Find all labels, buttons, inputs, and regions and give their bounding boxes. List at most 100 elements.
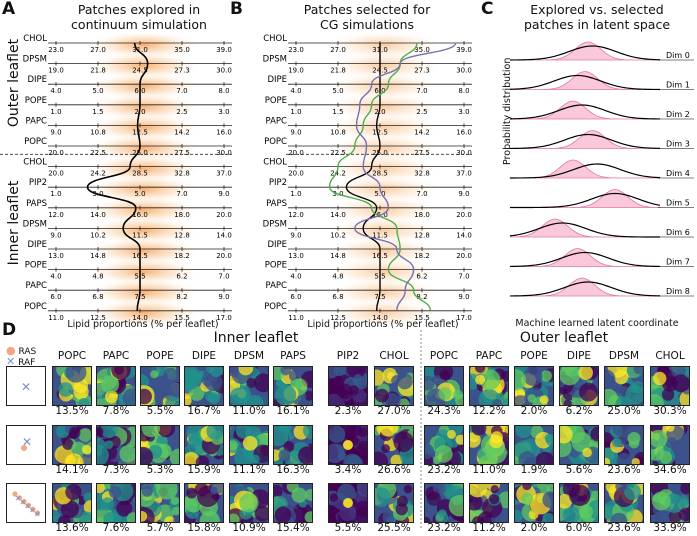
panel-d-percentage: 34.6%: [653, 464, 687, 476]
panel-d-heatmap-tile: [229, 425, 269, 465]
panel-a-tick-label: 39.0: [216, 46, 232, 54]
legend-raf-label: RAF: [18, 358, 36, 368]
panel-b-tick-label: 9.0: [290, 128, 301, 136]
panel-b-row-label: DPSM: [263, 55, 287, 65]
panel-d-heatmap-tile: [140, 483, 180, 523]
panel-d-heatmap-tile: [184, 483, 224, 523]
panel-b-density-glow: [325, 72, 442, 101]
panel-b-tick-label: 17.0: [456, 314, 472, 322]
panel-a-tick-label: 8.0: [218, 87, 229, 95]
panel-c-dim-label: Dim 3: [666, 140, 690, 149]
panel-b-tick-label: 2.5: [416, 108, 427, 116]
panel-b-series-purple: [354, 42, 457, 311]
ras-dot-icon: ●: [6, 344, 16, 357]
panel-a-tick-label: 4.8: [92, 273, 103, 281]
panel-a-tick-label: 5.0: [134, 190, 145, 198]
panel-b-density-glow: [325, 51, 442, 80]
svg-text:✕: ✕: [19, 498, 26, 507]
panel-b-tick-label: 30.0: [456, 67, 472, 75]
panel-b-tick-label: 10.2: [330, 231, 346, 239]
panel-b-tick-label: 6.2: [416, 273, 427, 281]
panel-a-tick-label: 16.0: [216, 128, 232, 136]
panel-d-complex-icon: ✕ ✕ ✕ ✕ ✕: [6, 483, 46, 523]
panel-b-density-glow: [325, 195, 442, 224]
panel-b-tick-label: 7.0: [416, 87, 427, 95]
panel-d-percentage: 24.3%: [427, 405, 461, 417]
panel-b-tick-label: 7.0: [458, 273, 469, 281]
panel-c-ylabel: Probability distribution: [502, 57, 513, 165]
panel-b-tick-label: 8.2: [416, 293, 427, 301]
panel-a-density-glow: [85, 195, 202, 224]
panel-a-tick-label: 16.0: [132, 211, 148, 219]
panel-d-percentage: 14.1%: [55, 464, 89, 476]
panel-d-heatmap-tile: [424, 483, 464, 523]
panel-d-column-header: DIPE: [566, 350, 592, 362]
panel-d-column-header: PAPC: [102, 350, 130, 362]
panel-a-tick-label: 10.8: [90, 128, 106, 136]
panel-d-percentage: 6.0%: [565, 522, 593, 534]
panel-c-dim-label: Dim 7: [666, 258, 690, 267]
panel-b-tick-label: 11.5: [372, 231, 388, 239]
panel-b-row-label: PAPC: [266, 116, 288, 126]
panel-d-heatmap-tile: [650, 483, 690, 523]
panel-b-row-label: PAPC: [266, 281, 288, 291]
panel-a-tick-label: 18.0: [174, 211, 190, 219]
panel-a-tick-label: 20.0: [216, 211, 232, 219]
panel-b-tick-label: 5.0: [332, 87, 343, 95]
panel-a-tick-label: 19.0: [48, 67, 64, 75]
panel-a-tick-label: 32.8: [174, 170, 190, 178]
panel-b-tick-label: 35.0: [414, 46, 430, 54]
panel-a-tick-label: 20.0: [216, 252, 232, 260]
panel-a-row-label: POPC: [24, 137, 47, 147]
panel-d-percentage: 15.9%: [187, 464, 221, 476]
panel-d-heatmap-tile: [52, 425, 92, 465]
panel-b-tick-label: 9.0: [458, 190, 469, 198]
panel-a-density-glow: [85, 134, 202, 162]
panel-b-tick-label: 1.5: [332, 108, 343, 116]
panel-a-density-glow: [85, 32, 202, 59]
panel-a-row-label: DPSM: [23, 55, 47, 65]
panel-a-density-glow: [85, 257, 202, 286]
panel-b-row-label: DPSM: [263, 219, 287, 229]
panel-d-percentage: 7.6%: [102, 522, 130, 534]
panel-d-percentage: 2.0%: [520, 405, 548, 417]
panel-c-dim-label: Dim 1: [666, 81, 690, 90]
panel-a-tick-label: 24.2: [90, 170, 106, 178]
panel-c-letter: C: [481, 0, 494, 19]
panel-c-selected-density: [509, 100, 660, 120]
panel-b-tick-label: 14.0: [330, 211, 346, 219]
panel-d-heatmap-tile: [96, 483, 136, 523]
panel-a-row-label: CHOL: [23, 158, 47, 168]
panel-d-heatmap-tile: [328, 425, 368, 465]
panel-d-heatmap-tile: [469, 425, 509, 465]
panel-c-chart: Dim 0 Dim 1 Dim 2 Dim 3 Dim 4 Dim 5 Dim 6 Dim 7…: [509, 41, 694, 297]
panel-d-heatmap-tile: [184, 425, 224, 465]
panel-a-density-glow: [85, 298, 202, 327]
panel-a-tick-label: 37.0: [216, 170, 232, 178]
panel-d-heatmap-tile: [273, 425, 313, 465]
panel-a-tick-label: 1.5: [92, 108, 103, 116]
panel-b-xlabel: Lipid proportions (% per leaflet): [307, 319, 459, 330]
panel-c-title: Explored vs. selected patches in latent …: [498, 2, 696, 32]
panel-d-heatmap-tile: [52, 483, 92, 523]
panel-a-tick-label: 3.0: [218, 108, 229, 116]
panel-b-row-label: POPC: [264, 137, 287, 147]
panel-d-percentage: 23.2%: [427, 464, 461, 476]
panel-a-density-glow: [85, 175, 202, 204]
panel-d-heatmap-tile: [604, 483, 644, 523]
panel-d-percentage: 5.5%: [146, 405, 174, 417]
panel-d-heatmap-tile: [604, 425, 644, 465]
panel-b-density-glow: [325, 175, 442, 204]
panel-a-tick-label: 27.3: [174, 67, 190, 75]
panel-d-column-header: DPSM: [608, 350, 640, 362]
panel-a-row-label: PAPC: [26, 281, 48, 291]
panel-a-tick-label: 14.0: [132, 314, 148, 322]
panel-a-density-glow: [85, 237, 202, 265]
panel-a-tick-label: 6.2: [176, 273, 187, 281]
panel-a-tick-label: 7.0: [176, 190, 187, 198]
panel-b-tick-label: 20.0: [288, 149, 304, 157]
panel-b-tick-label: 24.2: [330, 170, 346, 178]
panel-a-tick-label: 20.0: [48, 149, 64, 157]
panel-b-density-glow: [325, 113, 442, 142]
panel-d-percentage: 7.3%: [102, 464, 130, 476]
